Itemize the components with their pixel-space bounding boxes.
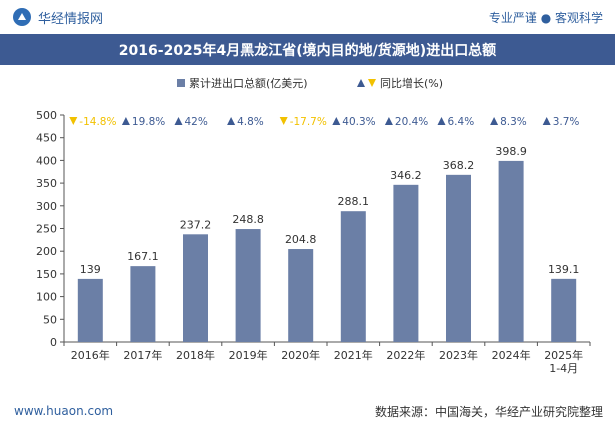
bar-value-label: 288.1 <box>338 195 370 208</box>
growth-up-triangle-icon <box>121 117 130 125</box>
chart-title: 2016-2025年4月黑龙江省(境内目的地/货源地)进出口总额 <box>0 34 615 65</box>
bar <box>498 160 524 342</box>
growth-up-triangle-icon <box>227 117 236 125</box>
bar <box>446 174 471 342</box>
growth-up-triangle-icon <box>332 117 341 125</box>
growth-label: -14.8% <box>79 116 116 128</box>
bars: 139 167.1 237.2 248.8 204.8 288.1 346.2 368.2 39… <box>77 145 580 342</box>
bar-value-label: 368.2 <box>443 159 475 172</box>
y-tick-label: 450 <box>36 132 57 145</box>
bar-value-label: 204.8 <box>285 233 317 246</box>
x-tick-label: 1-4月 <box>549 362 578 375</box>
growth-label: -17.7% <box>290 116 327 128</box>
x-tick-label: 2022年 <box>386 348 425 362</box>
footer-source: 数据来源：中国海关，华经产业研究院整理 <box>374 404 603 419</box>
growth-label: 8.3% <box>500 116 527 128</box>
x-tick-label: 2021年 <box>334 348 373 362</box>
growth-up-triangle-icon <box>542 117 551 125</box>
y-tick-label: 100 <box>36 291 57 304</box>
legend-bar-label: 累计进出口总额(亿美元) <box>189 76 308 90</box>
x-tick-label: 2018年 <box>176 348 215 362</box>
x-tick-label: 2024年 <box>492 348 531 362</box>
axes: 0 50 100 150 200 250 300 350 400 450 500 2016年 2017年… <box>36 109 591 375</box>
growth-label: 42% <box>185 116 208 128</box>
growth-down-triangle-icon <box>279 117 288 125</box>
top-bar: 华经情报网 专业严谨 ● 客观科学 <box>0 0 615 34</box>
growth-down-triangle-icon <box>69 117 78 125</box>
chart: 累计进出口总额(亿美元) 同比增长(%) 0 50 100 150 200 250 300 35… <box>36 76 591 375</box>
bar-value-label: 237.2 <box>180 218 212 231</box>
growth-up-triangle-icon <box>490 117 499 125</box>
legend-growth-label: 同比增长(%) <box>380 76 443 90</box>
footer-site[interactable]: www.huaon.com <box>14 404 114 418</box>
bar-value-label: 139.1 <box>548 263 580 276</box>
bar <box>340 211 366 342</box>
bar-value-label: 167.1 <box>127 250 159 263</box>
bar-value-label: 248.8 <box>232 213 264 226</box>
y-tick-label: 350 <box>36 177 57 190</box>
y-tick-label: 500 <box>36 109 57 122</box>
bar <box>183 234 208 342</box>
legend-bar-swatch <box>177 79 185 87</box>
legend-up-triangle-icon <box>357 79 365 87</box>
brand-logo-icon <box>13 8 31 26</box>
growth-label: 3.7% <box>553 116 580 128</box>
bar-value-label: 346.2 <box>390 169 422 182</box>
legend-down-triangle-icon <box>368 79 376 87</box>
growth-label: 6.4% <box>448 116 475 128</box>
brand-name: 华经情报网 <box>38 11 104 27</box>
bar <box>77 278 103 342</box>
growth-label: 19.8% <box>132 116 165 128</box>
growth-label: 40.3% <box>342 116 375 128</box>
y-tick-label: 0 <box>50 336 57 349</box>
y-tick-label: 250 <box>36 223 57 236</box>
bar-value-label: 139 <box>80 263 101 276</box>
y-tick-label: 150 <box>36 268 57 281</box>
x-tick-label: 2016年 <box>71 348 110 362</box>
bar <box>235 229 261 342</box>
growth-row: -14.8% 19.8% 42% 4.8% -17.7% 40.3% 20.4% 6.4% 8.… <box>69 116 579 128</box>
y-tick-label: 50 <box>43 313 57 326</box>
growth-label: 4.8% <box>237 116 264 128</box>
x-tick-label: 2020年 <box>281 348 320 362</box>
footer: www.huaon.com 数据来源：中国海关，华经产业研究院整理 <box>0 395 615 427</box>
growth-up-triangle-icon <box>437 117 446 125</box>
x-tick-label: 2023年 <box>439 348 478 362</box>
bar-value-label: 398.9 <box>495 145 527 158</box>
y-tick-label: 200 <box>36 245 57 258</box>
tagline: 专业严谨 ● 客观科学 <box>488 10 603 25</box>
brand[interactable]: 华经情报网 <box>12 7 103 27</box>
legend: 累计进出口总额(亿美元) 同比增长(%) <box>177 76 443 90</box>
bar <box>551 278 577 342</box>
bar <box>130 266 156 342</box>
bar <box>393 184 419 342</box>
x-tick-label: 2017年 <box>123 348 162 362</box>
y-tick-label: 300 <box>36 200 57 213</box>
growth-up-triangle-icon <box>384 117 393 125</box>
x-tick-label: 2019年 <box>229 348 268 362</box>
bar <box>288 249 314 342</box>
growth-up-triangle-icon <box>174 117 183 125</box>
x-tick-label: 2025年 <box>544 348 583 362</box>
y-tick-label: 400 <box>36 154 57 167</box>
growth-label: 20.4% <box>395 116 428 128</box>
